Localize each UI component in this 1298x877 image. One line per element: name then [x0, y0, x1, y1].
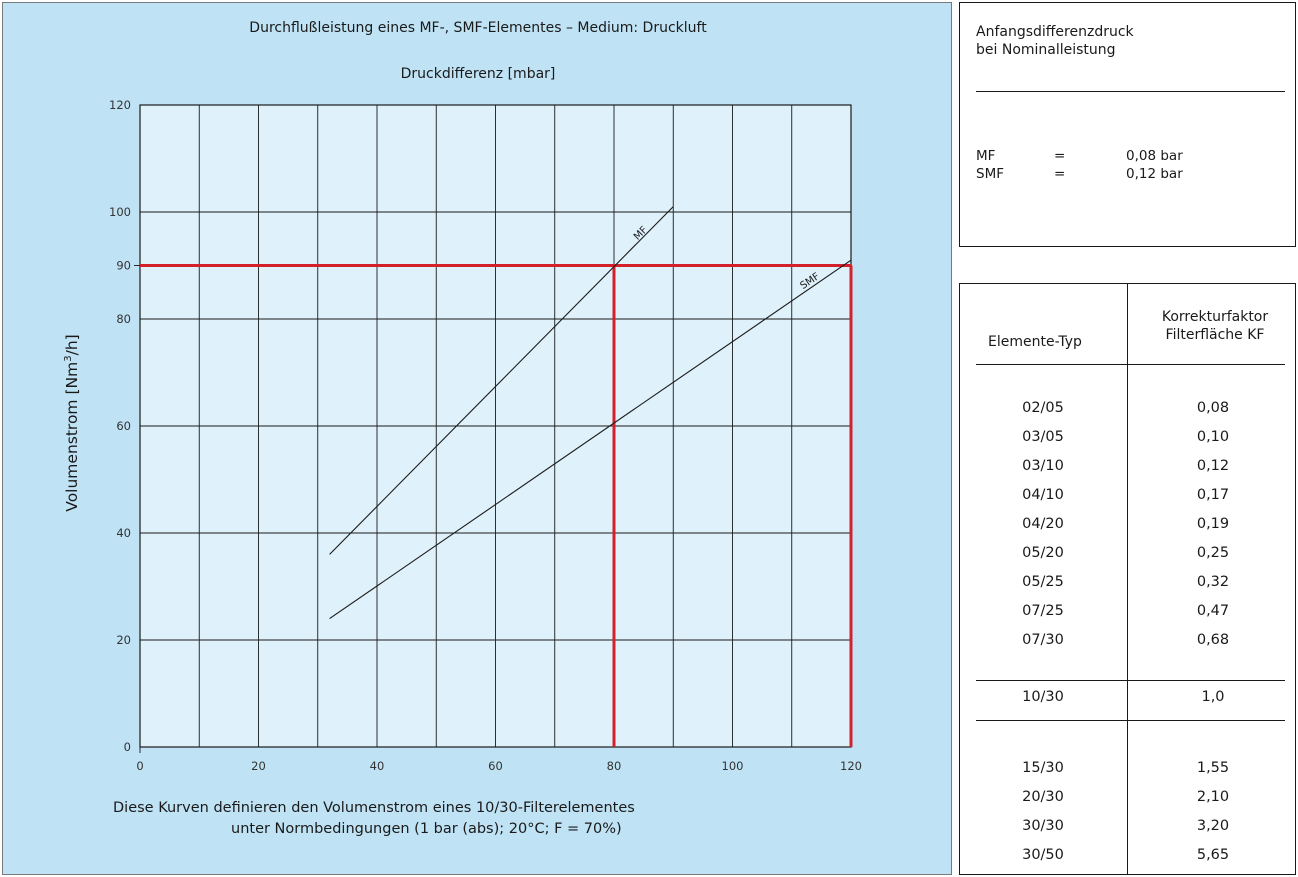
- info-divider: [976, 91, 1285, 92]
- table-header-kf-line-1: Korrekturfaktor: [1161, 309, 1269, 325]
- table-cell-type: 07/30: [1022, 632, 1064, 648]
- table-cell-type: 03/05: [1022, 429, 1064, 445]
- table-cell-type: 04/10: [1022, 487, 1064, 503]
- y-tick-label: 100: [109, 205, 131, 219]
- x-tick-label: 60: [488, 759, 503, 773]
- table-cell-kf: 0,10: [1196, 429, 1230, 445]
- info-value: 0,12 bar: [1126, 166, 1183, 182]
- y-tick-label: 120: [109, 98, 131, 112]
- x-tick-label: 20: [251, 759, 266, 773]
- correction-table: Elemente-Typ Korrekturfaktor Filterfläch…: [959, 283, 1296, 875]
- y-axis-label: Volumenstrom [Nm3/h]: [62, 334, 81, 512]
- table-rule-2: [976, 720, 1285, 721]
- info-label: SMF: [976, 166, 1004, 182]
- table-header-kf: Korrekturfaktor Filterfläche KF: [1140, 308, 1290, 344]
- footnote-line-1: Diese Kurven definieren den Volumenstrom…: [113, 800, 635, 816]
- chart-subtitle: Druckdifferenz [mbar]: [400, 66, 556, 82]
- table-cell-kf: 0,08: [1196, 400, 1230, 416]
- table-cell-type: 15/30: [1022, 760, 1064, 776]
- table-cell-type: 07/25: [1022, 603, 1064, 619]
- x-tick-label: 100: [722, 759, 744, 773]
- table-header-kf-line-2: Filterfläche KF: [1165, 327, 1265, 343]
- table-cell-type: 03/10: [1022, 458, 1064, 474]
- table-cell-kf: 0,47: [1196, 603, 1230, 619]
- info-label: MF: [976, 148, 996, 164]
- table-cell-type: 20/30: [1022, 789, 1064, 805]
- table-cell-kf: 0,17: [1196, 487, 1230, 503]
- table-header-type: Elemente-Typ: [988, 334, 1082, 350]
- y-tick-label: 20: [116, 633, 131, 647]
- table-cell-kf: 1,55: [1196, 760, 1230, 776]
- y-tick-label: 60: [116, 419, 131, 433]
- table-cell-type: 30/50: [1022, 847, 1064, 863]
- table-cell-kf: 1,0: [1201, 689, 1225, 705]
- table-cell-type: 02/05: [1022, 400, 1064, 416]
- x-tick-label: 0: [136, 759, 143, 773]
- series-line-smf: [329, 259, 852, 620]
- y-tick-label: 90: [116, 259, 131, 273]
- info-title-line-1: Anfangsdifferenzdruck: [976, 24, 1134, 40]
- table-cell-type: 05/20: [1022, 545, 1064, 561]
- y-tick-label: 0: [124, 740, 131, 754]
- table-cell-type: 05/25: [1022, 574, 1064, 590]
- table-header-rule: [976, 364, 1285, 365]
- x-tick-label: 80: [607, 759, 622, 773]
- info-box: Anfangsdifferenzdruck bei Nominalleistun…: [959, 2, 1296, 247]
- table-cell-kf: 2,10: [1196, 789, 1230, 805]
- table-cell-type: 04/20: [1022, 516, 1064, 532]
- chart-panel: Durchflußleistung eines MF-, SMF-Element…: [2, 2, 952, 875]
- table-cell-kf: 0,32: [1196, 574, 1230, 590]
- info-title-line-2: bei Nominalleistung: [976, 42, 1116, 58]
- x-tick-label: 120: [840, 759, 862, 773]
- info-equals: =: [1054, 148, 1066, 164]
- chart-title: Durchflußleistung eines MF-, SMF-Element…: [249, 20, 707, 36]
- chart-footnote: Diese Kurven definieren den Volumenstrom…: [113, 798, 813, 840]
- info-title: Anfangsdifferenzdruck bei Nominalleistun…: [976, 23, 1134, 59]
- table-cell-type: 30/30: [1022, 818, 1064, 834]
- table-cell-type: 10/30: [1022, 689, 1064, 705]
- table-cell-kf: 3,20: [1196, 818, 1230, 834]
- info-value: 0,08 bar: [1126, 148, 1183, 164]
- info-equals: =: [1054, 166, 1066, 182]
- table-cell-kf: 0,12: [1196, 458, 1230, 474]
- table-cell-kf: 5,65: [1196, 847, 1230, 863]
- table-cell-kf: 0,68: [1196, 632, 1230, 648]
- y-tick-label: 40: [116, 526, 131, 540]
- table-cell-kf: 0,25: [1196, 545, 1230, 561]
- column-divider: [1127, 284, 1128, 874]
- y-tick-label: 80: [116, 312, 131, 326]
- table-cell-kf: 0,19: [1196, 516, 1230, 532]
- table-rule-1: [976, 680, 1285, 681]
- series-line-mf: [329, 206, 674, 555]
- footnote-line-2: unter Normbedingungen (1 bar (abs); 20°C…: [231, 821, 622, 837]
- x-tick-label: 40: [370, 759, 385, 773]
